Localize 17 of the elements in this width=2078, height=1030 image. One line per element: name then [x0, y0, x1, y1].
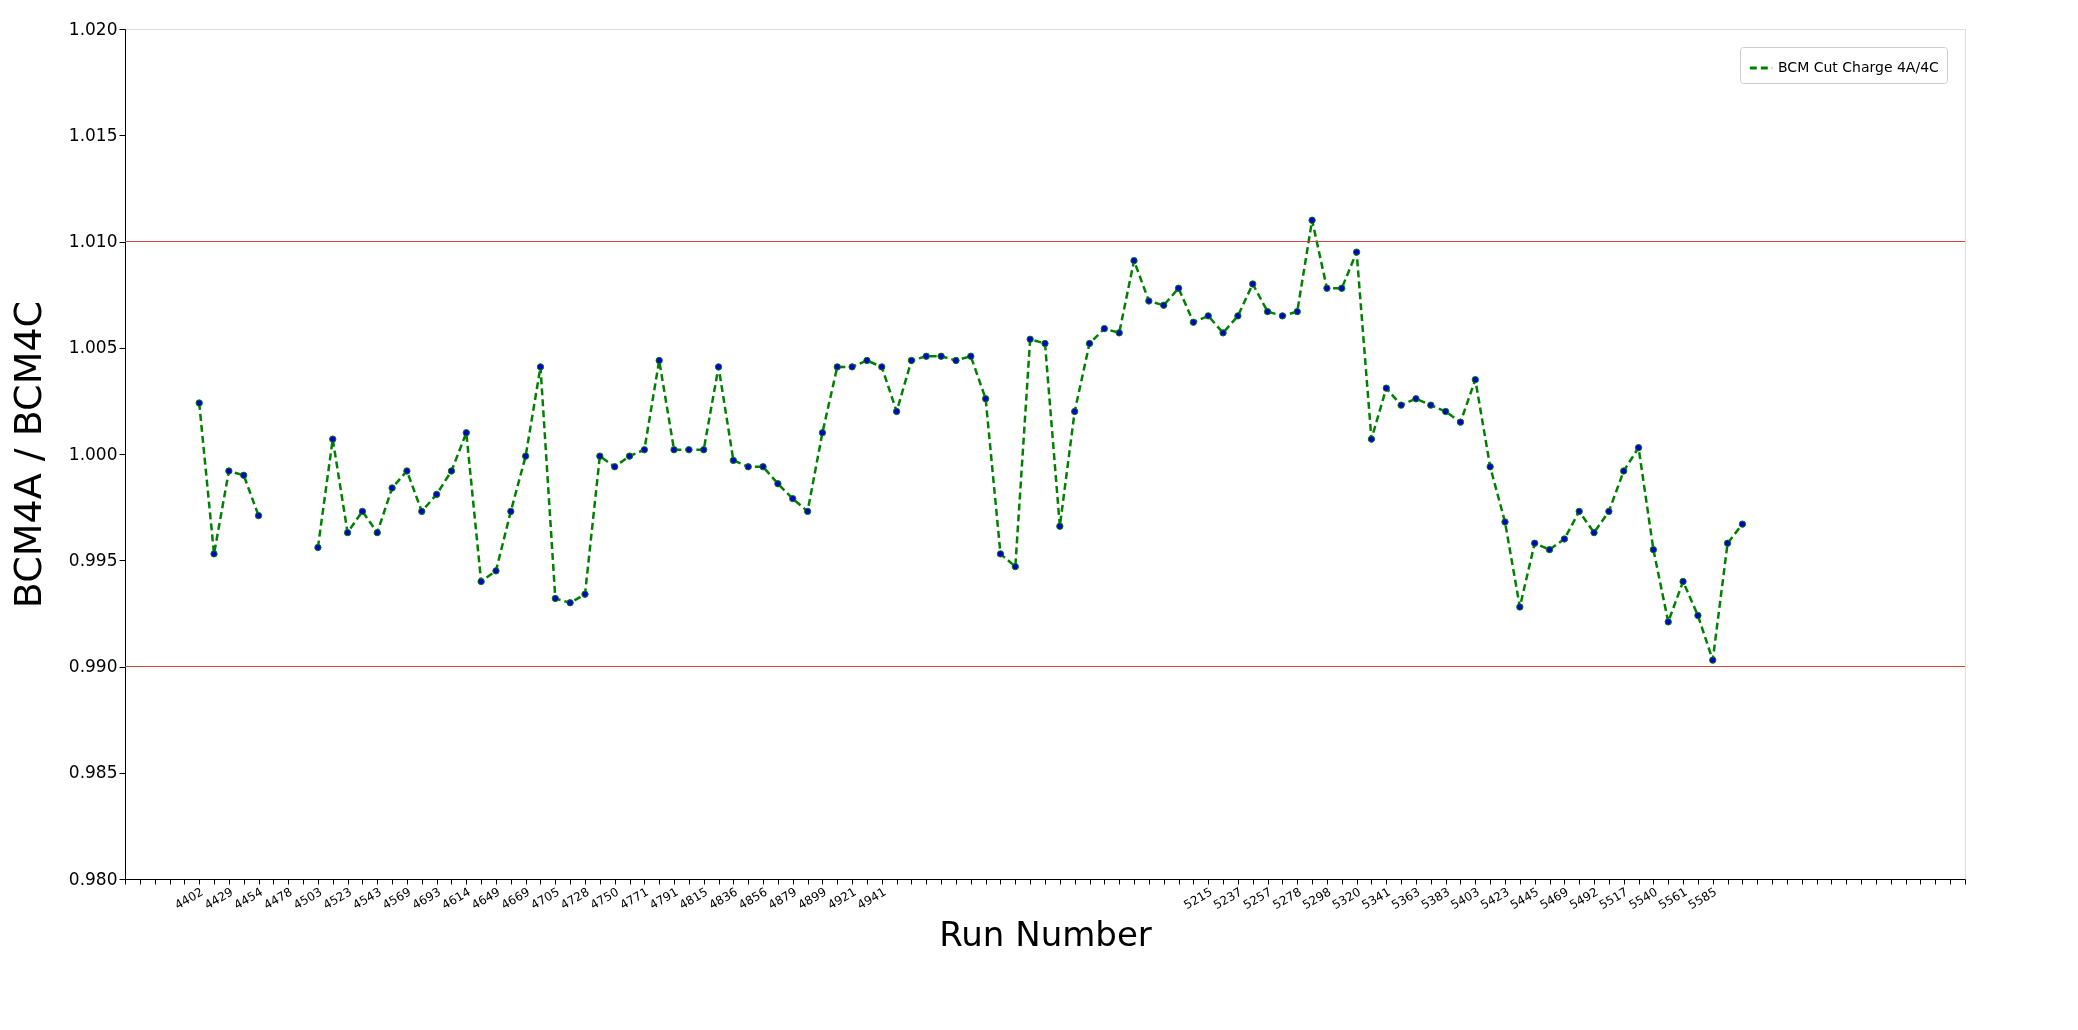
- x-axis-title: Run Number: [939, 914, 1152, 955]
- y-tick-label: 1.005: [68, 337, 118, 358]
- y-tick-label: 1.010: [68, 231, 118, 251]
- y-tick-label: 1.015: [68, 124, 118, 145]
- x-tick-label: 4728: [558, 884, 592, 913]
- y-tick-label: 0.980: [68, 868, 118, 889]
- y-tick-label: 1.020: [68, 18, 118, 39]
- y-tick-label: 0.985: [68, 762, 118, 783]
- x-tick-label: 4693: [409, 884, 444, 913]
- y-axis-title: BCM4A / BCM4C: [5, 300, 50, 609]
- y-tick-label: 0.995: [68, 549, 118, 570]
- x-tick-label: 4478: [261, 884, 295, 913]
- x-tick-label: 4402: [172, 884, 206, 913]
- y-tick-label: 1.000: [68, 443, 118, 464]
- legend-label: BCM Cut Charge 4A/4C: [1778, 59, 1940, 75]
- y-tick-label: 0.990: [68, 656, 118, 676]
- x-tick-label: 4771: [617, 884, 651, 913]
